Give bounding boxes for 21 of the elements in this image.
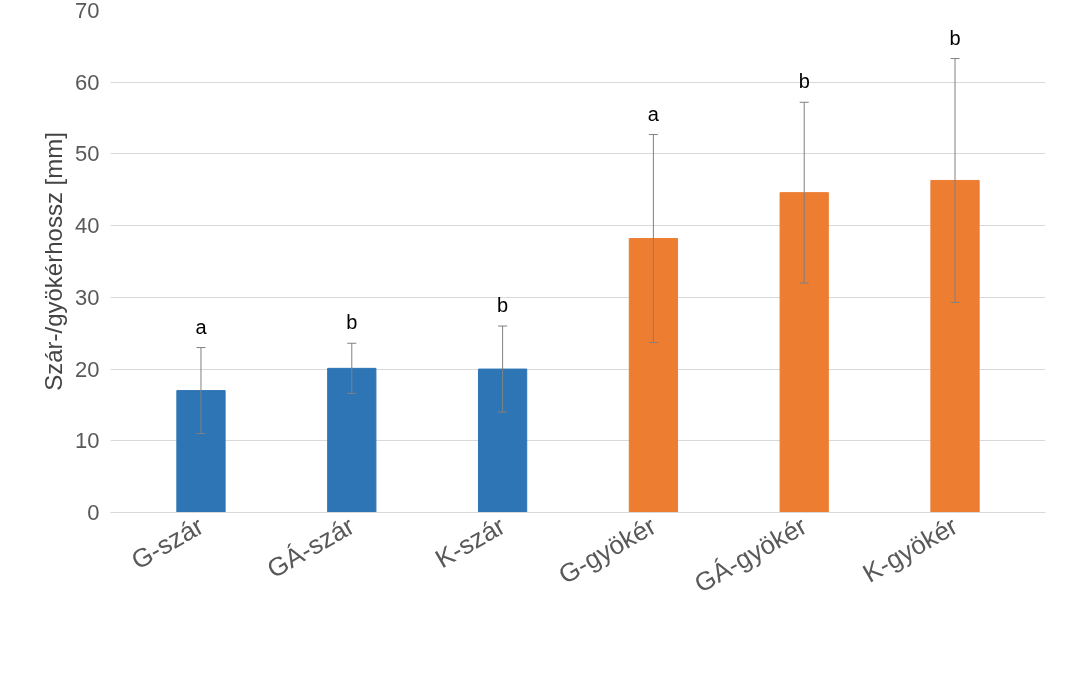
- y-tick-label: 70: [75, 0, 100, 23]
- annotation: b: [798, 70, 810, 93]
- y-axis-title: Szár-/gyökérhossz [mm]: [40, 132, 68, 391]
- bar: [327, 367, 377, 513]
- annotation: b: [497, 294, 509, 317]
- bar: [477, 368, 528, 513]
- annotation: b: [949, 26, 961, 49]
- annotation: a: [195, 315, 208, 338]
- y-tick-label: 40: [75, 213, 100, 239]
- bar: [176, 390, 226, 513]
- y-tick-label: 30: [75, 284, 100, 310]
- annotation: a: [647, 102, 660, 125]
- y-tick-label: 10: [75, 428, 100, 454]
- bar: [930, 179, 980, 513]
- bar: [779, 192, 829, 513]
- y-tick-label: 60: [75, 69, 100, 95]
- y-tick-label: 20: [75, 356, 100, 382]
- bar: [628, 238, 679, 513]
- y-tick-label: 50: [75, 141, 100, 167]
- annotation: b: [346, 311, 358, 334]
- y-tick-label: 0: [87, 500, 100, 525]
